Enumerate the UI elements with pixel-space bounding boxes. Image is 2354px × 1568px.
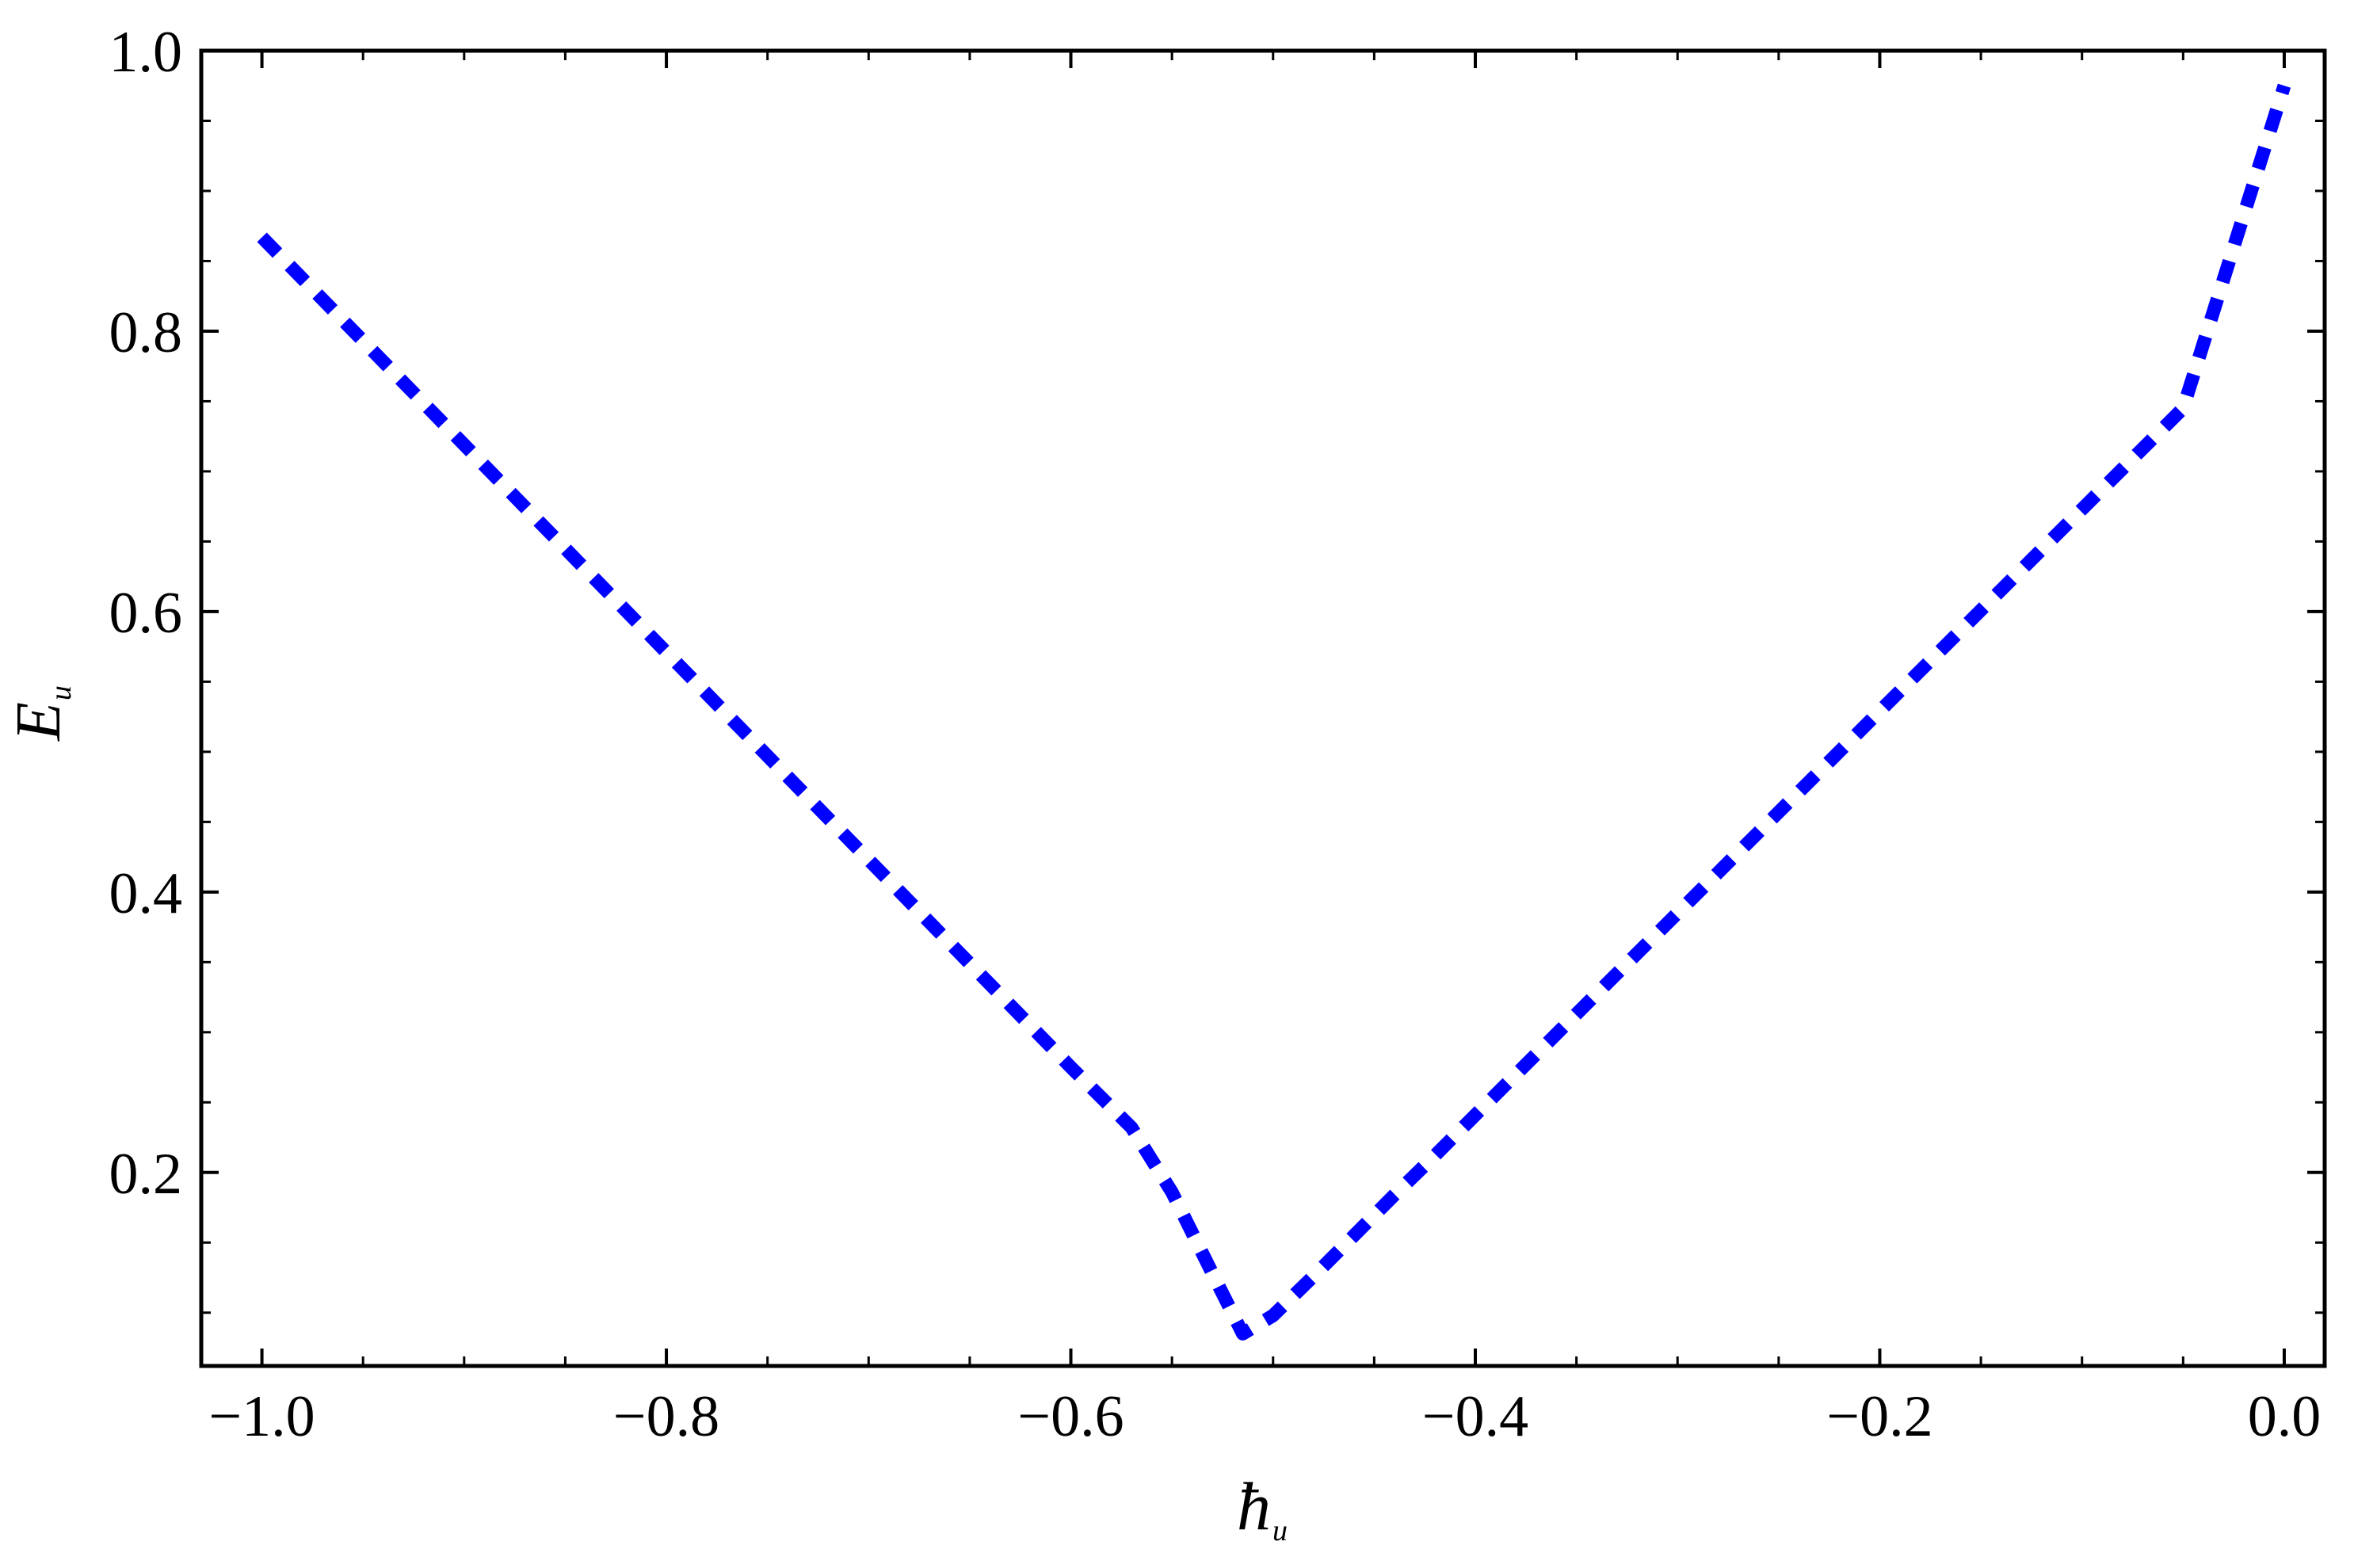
series-layer [257,83,2291,1341]
y-tick-label: 0.4 [109,861,183,926]
series-line [257,83,2291,1341]
x-tick-label: 0.0 [2248,1384,2322,1449]
x-tick-label: −1.0 [208,1384,315,1449]
y-tick-label: 0.6 [109,581,183,646]
x-axis-label: ħu [1237,1468,1288,1547]
x-tick-label: −0.2 [1826,1384,1932,1449]
plot-frame [199,48,2327,1368]
y-tick-label: 0.8 [109,300,183,365]
x-tick-label: −0.4 [1422,1384,1528,1449]
x-tick-label: −0.8 [613,1384,719,1449]
labels-layer: −1.0 −0.8 −0.6 −0.4 −0.2 0.0 0.2 0.4 0.6 0.8 1.0 [109,20,2322,1449]
x-tick-label: −0.6 [1017,1384,1124,1449]
y-axis-label: Eu [4,685,78,742]
y-tick-label: 0.2 [109,1142,183,1207]
y-tick-label: 1.0 [109,20,183,85]
ticks-layer [201,49,2325,1366]
